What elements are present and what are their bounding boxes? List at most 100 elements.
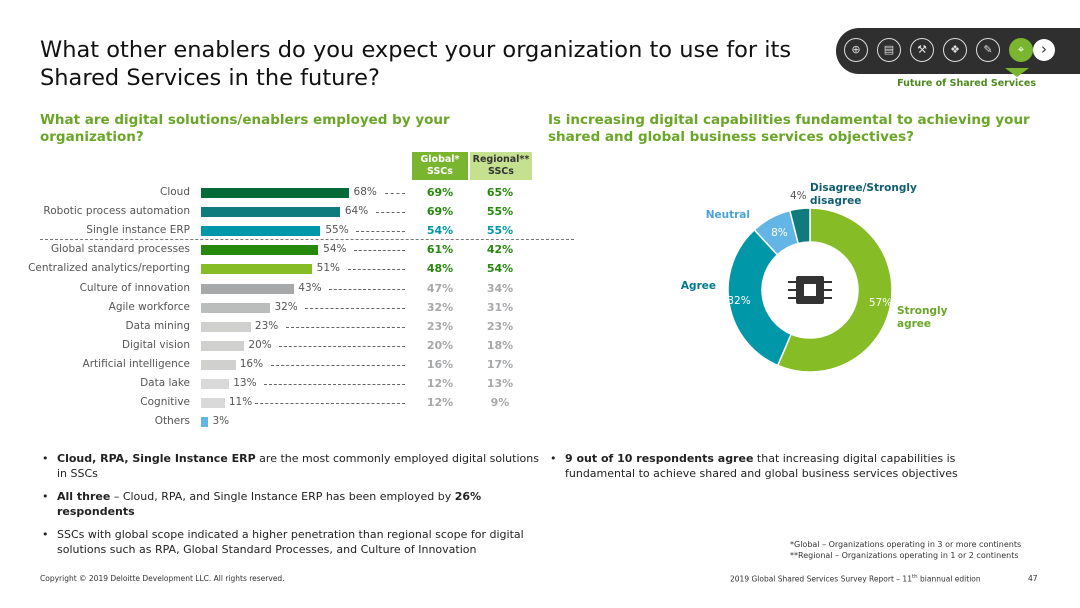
- bar-label: Cognitive: [140, 396, 190, 409]
- bullet-emphasis: 26% respondents: [57, 490, 482, 518]
- leader-line: [305, 307, 405, 309]
- active-section-marker: [1005, 68, 1029, 77]
- bar: [201, 207, 340, 218]
- leader-line: [356, 231, 405, 233]
- regional-value: 65%: [486, 186, 514, 199]
- leader-line: [279, 345, 405, 347]
- bullet-text: SSCs with global scope indicated a highe…: [57, 528, 524, 556]
- global-value: 47%: [426, 281, 454, 295]
- copyright: Copyright © 2019 Deloitte Development LL…: [40, 574, 285, 583]
- regional-value: 13%: [486, 377, 514, 390]
- donut-category-label: Strongly agree: [897, 305, 948, 330]
- bar-label: Robotic process automation: [43, 205, 190, 218]
- bar-value-label: 55%: [325, 224, 349, 237]
- donut-slice: [727, 228, 793, 367]
- footsteps-icon[interactable]: ❖: [943, 38, 967, 62]
- regional-value: 9%: [490, 396, 510, 410]
- chip-icon: [788, 276, 832, 304]
- bar-label: Single instance ERP: [86, 224, 190, 237]
- leader-line: [264, 384, 405, 385]
- bar-label: Centralized analytics/reporting: [28, 262, 190, 275]
- bar: [201, 379, 230, 389]
- global-value: 20%: [426, 338, 454, 352]
- global-value: 23%: [426, 319, 454, 333]
- bar-label: Data mining: [125, 319, 190, 332]
- bullet-item: All three – Cloud, RPA, and Single Insta…: [40, 489, 540, 519]
- regional-value: 55%: [486, 224, 514, 238]
- globe-icon[interactable]: ⊕: [844, 38, 868, 62]
- global-value: 69%: [426, 186, 454, 199]
- donut-value-label: 4%: [789, 189, 807, 202]
- global-ssc-header: Global* SSCs: [412, 152, 468, 180]
- footnote: *Global – Organizations operating in 3 o…: [790, 539, 1021, 561]
- bullet-item: 9 out of 10 respondents agree that incre…: [548, 451, 1018, 481]
- bar: [201, 283, 295, 294]
- bar-value-label: 43%: [298, 281, 322, 294]
- page-title: What other enablers do you expect your o…: [40, 37, 792, 91]
- clipboard-icon[interactable]: ▤: [877, 38, 901, 62]
- regional-value: 31%: [486, 300, 514, 314]
- bullet-text: are the most commonly employed digital s…: [57, 452, 539, 480]
- bullet-emphasis: 9 out of 10 respondents agree: [565, 452, 754, 465]
- right-subtitle: Is increasing digital capabilities funda…: [548, 112, 1030, 145]
- bar: [201, 359, 236, 370]
- leader-line: [270, 364, 405, 366]
- digital-capabilities-donut-chart: [727, 207, 893, 373]
- bullet-text: that increasing digital capabilities is …: [565, 452, 958, 480]
- bar: [201, 398, 225, 409]
- regional-value: 42%: [486, 243, 514, 257]
- gavel-icon[interactable]: ⚒: [910, 38, 934, 62]
- bullet-text: – Cloud, RPA, and Single Instance ERP ha…: [110, 490, 455, 503]
- global-value: 48%: [426, 262, 454, 276]
- telescope-icon[interactable]: ⌖: [1009, 38, 1033, 62]
- donut-category-label: Neutral: [705, 209, 750, 221]
- global-value: 69%: [426, 205, 454, 219]
- bullet-item: SSCs with global scope indicated a highe…: [40, 527, 540, 557]
- donut-category-label: Disagree/Strongly disagree: [810, 182, 917, 207]
- bar: [201, 188, 349, 198]
- report-title: 2019 Global Shared Services Survey Repor…: [730, 574, 981, 584]
- bar-label: Digital vision: [122, 338, 190, 351]
- left-bullet-list: Cloud, RPA, Single Instance ERP are the …: [40, 451, 540, 565]
- left-subtitle: What are digital solutions/enablers empl…: [40, 112, 450, 145]
- bar: [201, 321, 251, 332]
- bar: [201, 245, 319, 256]
- global-value: 32%: [426, 300, 454, 314]
- bar: [201, 264, 312, 275]
- leader-line: [347, 269, 405, 271]
- leader-line: [375, 212, 405, 214]
- regional-value: 34%: [486, 281, 514, 295]
- global-value: 16%: [426, 357, 454, 371]
- regional-value: 54%: [486, 262, 514, 276]
- bar-value-label: 51%: [316, 262, 340, 275]
- bar-label: Global standard processes: [50, 243, 190, 256]
- global-value: 54%: [426, 224, 454, 238]
- bar-value-label: 3%: [212, 415, 230, 428]
- page-number: 47: [1028, 574, 1038, 583]
- bar: [201, 302, 271, 313]
- donut-category-label: Agree: [680, 280, 716, 292]
- bullet-emphasis: Cloud, RPA, Single Instance ERP: [57, 452, 256, 465]
- bar-label: Agile workforce: [108, 300, 190, 313]
- top-three-separator: [40, 239, 574, 240]
- bar: [201, 340, 245, 351]
- bar-value-label: 16%: [239, 357, 264, 370]
- donut-value-label: 57%: [868, 297, 893, 310]
- bar-label: Others: [154, 415, 190, 428]
- bullet-emphasis: All three: [57, 490, 111, 503]
- bar-value-label: 64%: [344, 205, 369, 218]
- bar-label: Data lake: [140, 377, 190, 389]
- bar-label: Cloud: [160, 186, 190, 198]
- next-arrow-button[interactable]: ›: [1033, 39, 1055, 61]
- bar-value-label: 20%: [248, 338, 272, 351]
- bar-label: Artificial intelligence: [82, 357, 190, 370]
- global-value: 12%: [426, 396, 454, 410]
- bar-value-label: 23%: [254, 319, 279, 332]
- regional-ssc-header: Regional** SSCs: [470, 152, 532, 180]
- right-bullet-list: 9 out of 10 respondents agree that incre…: [548, 451, 1018, 489]
- donut-slice: [788, 207, 811, 245]
- global-value: 61%: [426, 243, 454, 257]
- donut-value-label: 32%: [727, 295, 751, 308]
- leader-line: [329, 288, 405, 290]
- wrench-icon[interactable]: ✎: [976, 38, 1000, 62]
